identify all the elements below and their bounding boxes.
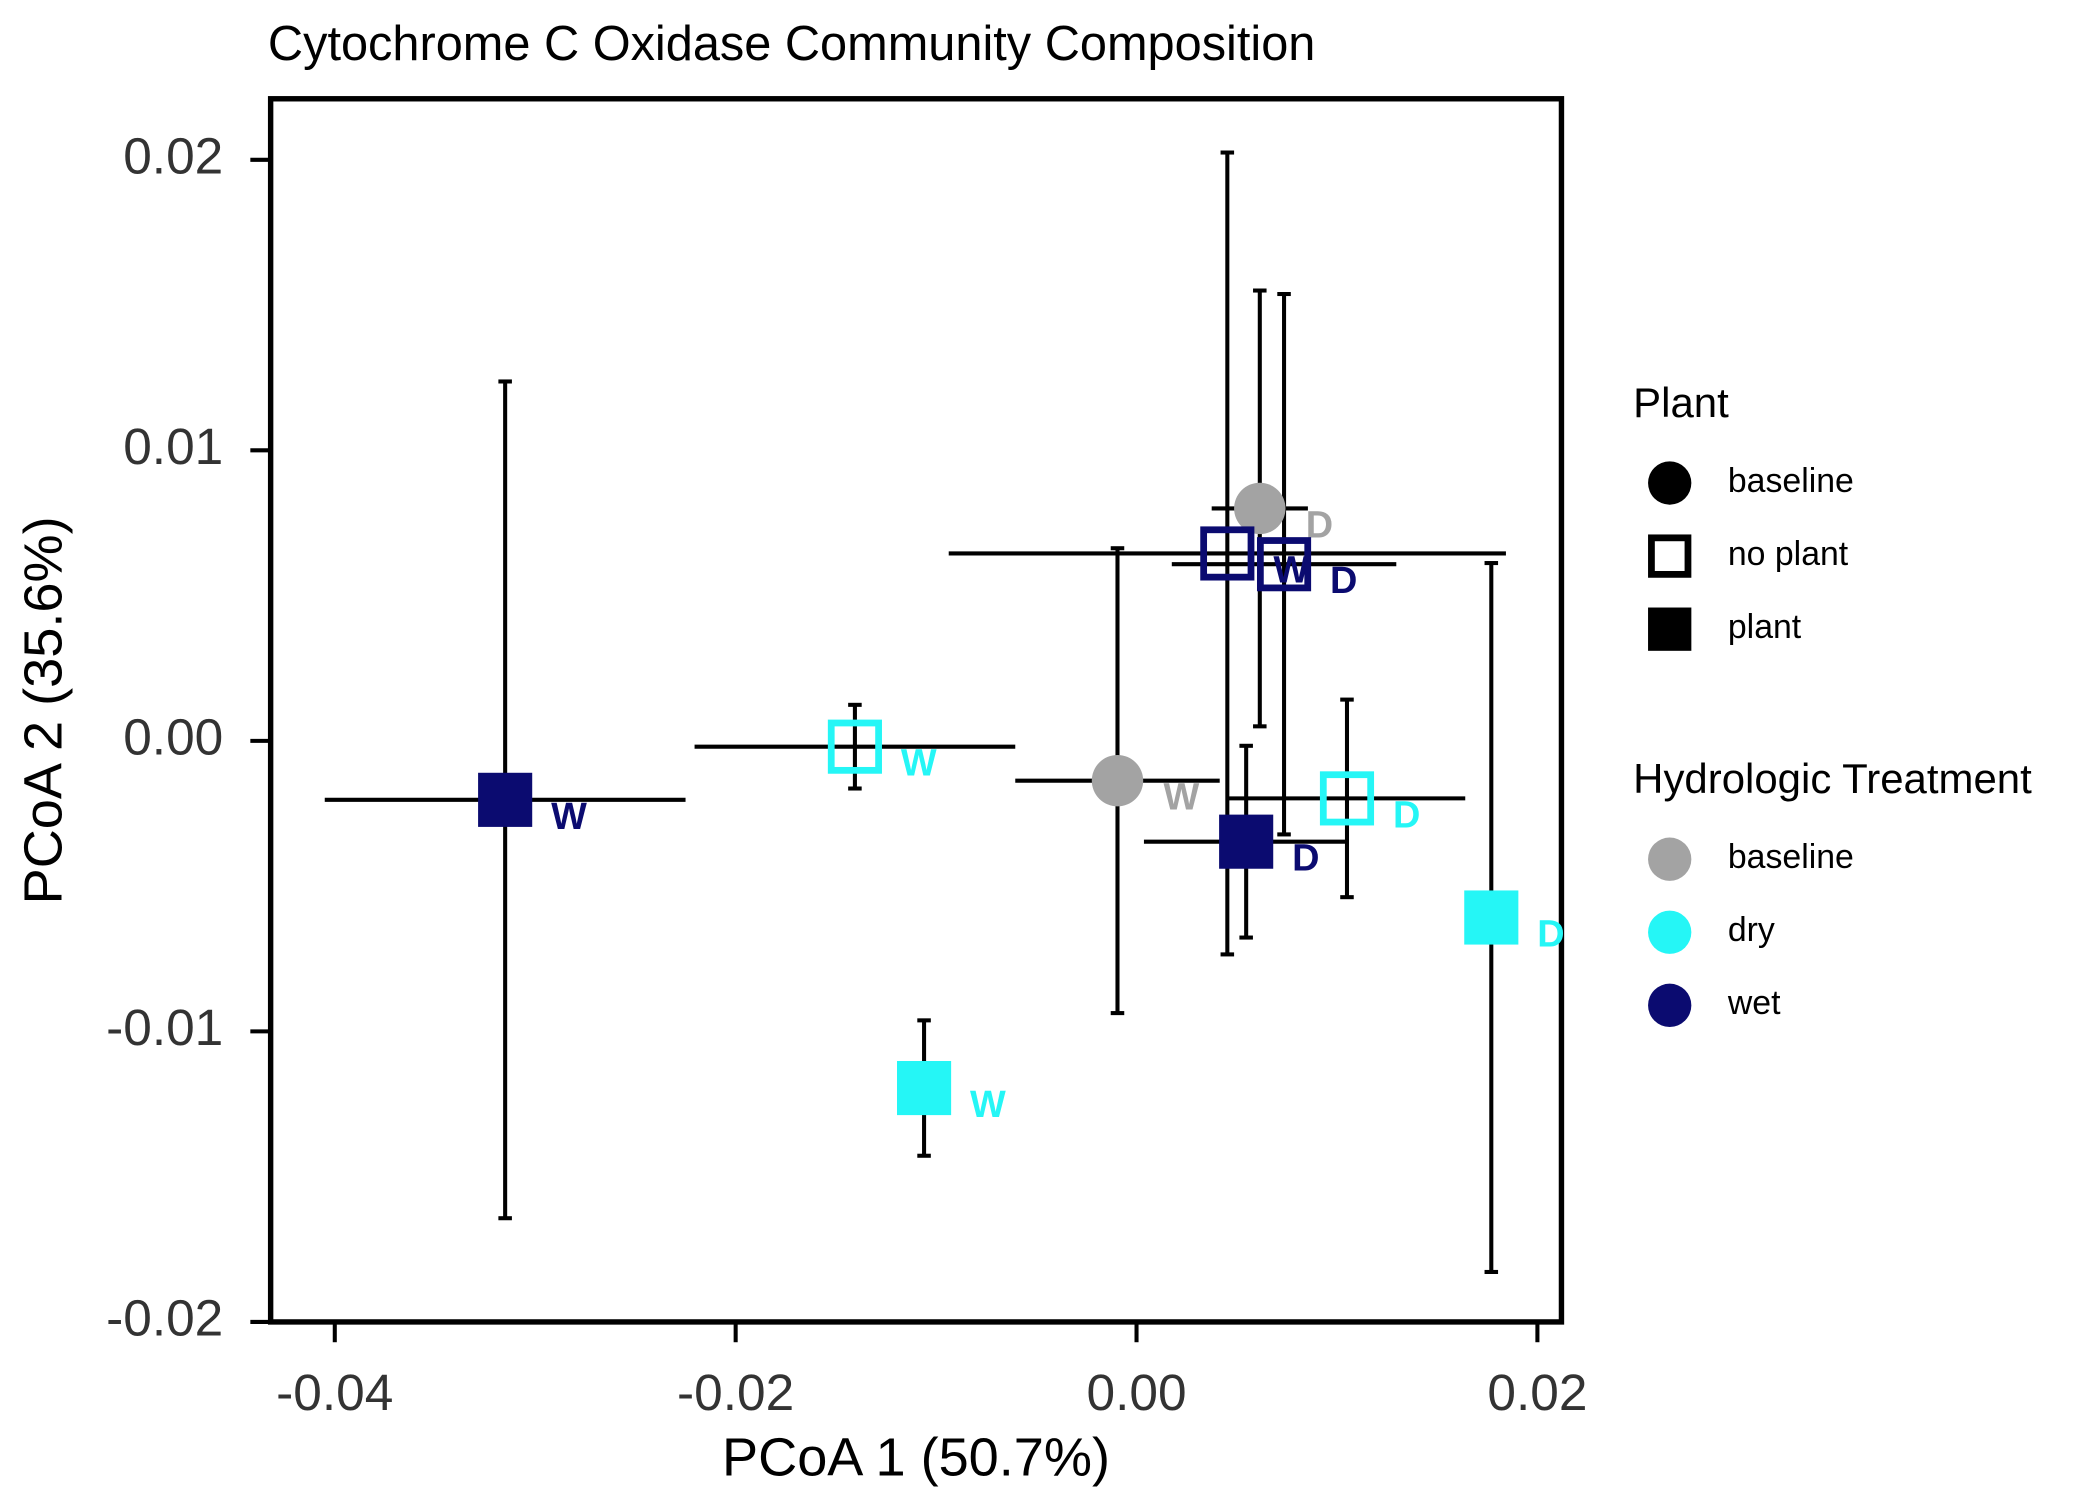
legend-title: Hydrologic Treatment [1633, 755, 2032, 802]
point-label: W [1273, 549, 1309, 591]
point-label: D [1393, 794, 1420, 836]
x-tick-label: 0.02 [1487, 1363, 1587, 1421]
point-label: W [970, 1084, 1006, 1126]
y-tick-label: 0.01 [123, 417, 223, 475]
x-tick-label: -0.04 [276, 1363, 393, 1421]
y-tick-label: -0.01 [106, 998, 223, 1056]
x-axis-label: PCoA 1 (50.7%) [722, 1428, 1110, 1488]
legend-label: baseline [1728, 838, 1854, 876]
legend-label: baseline [1728, 462, 1854, 500]
point-label: W [901, 743, 937, 785]
legend-title: Plant [1633, 379, 1729, 426]
point [1319, 771, 1375, 826]
chart-title: Cytochrome C Oxidase Community Compositi… [268, 17, 1315, 71]
point-label: W [551, 796, 587, 838]
point [1200, 526, 1255, 581]
legend-label: wet [1727, 984, 1781, 1022]
point [1234, 482, 1286, 535]
x-tick-label: -0.02 [677, 1363, 794, 1421]
point [897, 1060, 952, 1116]
legend-symbol [1648, 607, 1692, 651]
legend-symbol [1648, 461, 1692, 505]
point [478, 772, 533, 827]
legend-symbol [1648, 983, 1692, 1027]
y-tick-label: 0.02 [123, 126, 223, 184]
legend-symbol [1648, 534, 1692, 578]
point [1464, 890, 1519, 945]
point [1256, 537, 1312, 592]
point-label: D [1292, 838, 1319, 880]
y-tick-label: 0.00 [123, 707, 223, 765]
legend-symbol [1648, 837, 1692, 881]
point [1219, 814, 1274, 869]
plot-frame [267, 96, 1565, 1325]
point-label: W [1163, 777, 1199, 819]
legend-symbol [1648, 910, 1692, 954]
point-label: D [1330, 560, 1357, 602]
y-tick-label: -0.02 [106, 1289, 223, 1347]
point [1091, 754, 1144, 807]
point-label: D [1537, 913, 1564, 955]
y-axis-label: PCoA 2 (35.6%) [14, 516, 74, 904]
point [827, 719, 882, 774]
x-tick-label: 0.00 [1086, 1363, 1186, 1421]
legend-label: plant [1728, 608, 1802, 646]
legend-label: dry [1728, 911, 1775, 949]
legend-label: no plant [1728, 535, 1849, 573]
